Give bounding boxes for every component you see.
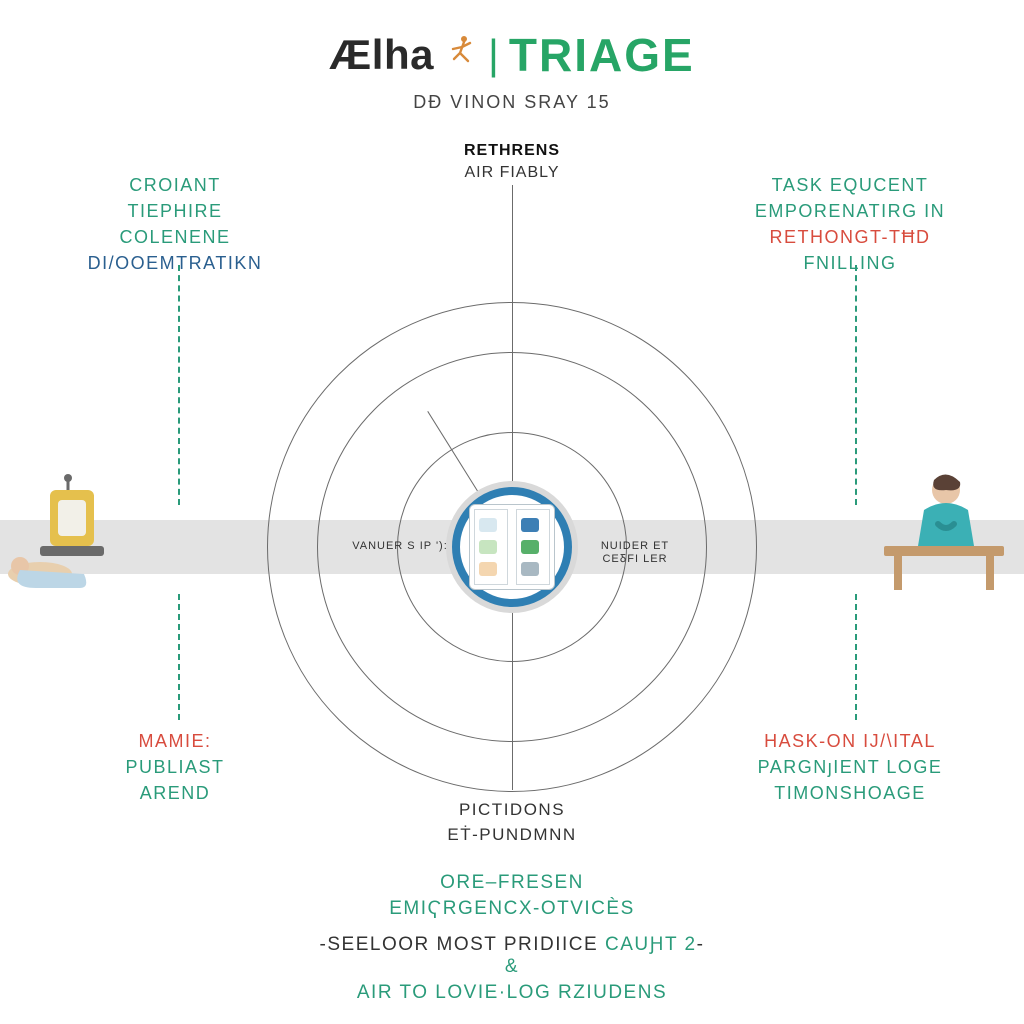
quadrant-line: COLENENE bbox=[60, 224, 290, 250]
illustration-right bbox=[864, 460, 1024, 600]
quadrant-line: TIEPHIRE bbox=[60, 198, 290, 224]
dashed-connector bbox=[855, 594, 857, 720]
inner-label-right-2: CEꝽFI LER bbox=[602, 553, 667, 565]
quadrant-line: HASK-ON IJ/\ITAL bbox=[735, 728, 965, 754]
footer-line-5: AIR TO LOVIE·LOG RZIUDENS bbox=[0, 982, 1024, 1004]
quadrant-bottom_left: MAMIE:PUBLIASTAREND bbox=[60, 728, 290, 806]
emblem-chip bbox=[479, 540, 497, 554]
dashed-connector bbox=[178, 594, 180, 720]
axis-bottom-2: EṪ-PUNDMNN bbox=[447, 825, 576, 844]
emblem-chip bbox=[479, 562, 497, 576]
axis-top-line2: AIR FIABLY bbox=[464, 164, 559, 181]
emblem-chip bbox=[479, 518, 497, 532]
quadrant-line: PUBLIAST bbox=[60, 754, 290, 780]
inner-label-right-1: NUIDER ET bbox=[601, 540, 669, 552]
quadrant-top_right: TASK EQUCENTEMPORENATIRG INRETHONGT-TĦDF… bbox=[735, 172, 965, 276]
quadrant-top_left: CROIANTTIEPHIRECOLENENEDI/OOEMTRATIKN bbox=[60, 172, 290, 276]
quadrant-line: CROIANT bbox=[60, 172, 290, 198]
quadrant-line: PARGNȷIENT LOGE bbox=[735, 754, 965, 780]
emblem-chip bbox=[521, 518, 539, 532]
logo-separator: | bbox=[488, 31, 499, 79]
emblem-chip bbox=[521, 540, 539, 554]
quadrant-line: MAMIE: bbox=[60, 728, 290, 754]
footer-line-1: ORE–FRESEN bbox=[0, 872, 1024, 894]
axis-top-line1: RETHRENS bbox=[464, 142, 560, 159]
logo-row: Ælha | TRIAGE bbox=[0, 28, 1024, 82]
dashed-connector bbox=[178, 265, 180, 505]
axis-bottom-label: PICTIDONS EṪ-PUNDMNN bbox=[0, 798, 1024, 847]
subtitle: DĐ VINON SRAY 15 bbox=[0, 92, 1024, 113]
emblem-chip bbox=[521, 562, 539, 576]
illustration-left bbox=[0, 470, 150, 600]
quadrant-line: DI/OOEMTRATIKN bbox=[60, 250, 290, 276]
quadrant-line: EMPORENATIRG IN bbox=[735, 198, 965, 224]
infographic-stage: Ælha | TRIAGE DĐ VINON SRAY 15 RETHRENS … bbox=[0, 0, 1024, 1024]
emblem-screens-icon bbox=[469, 504, 555, 590]
footer-line-3: -SEELOOR MOST PRIDIICE CAUԨT 2- bbox=[0, 930, 1024, 956]
footer-line-2: EMIҀRGENCX-OTVICÈS bbox=[0, 898, 1024, 920]
logo-right: TRIAGE bbox=[509, 28, 695, 82]
runner-icon bbox=[444, 33, 478, 78]
inner-label-right: NUIDER ET CEꝽFI LER bbox=[580, 540, 690, 566]
logo-left: Ælha bbox=[329, 31, 434, 79]
center-emblem bbox=[452, 487, 572, 607]
footer-amp: & bbox=[0, 956, 1024, 978]
dashed-connector bbox=[855, 265, 857, 505]
quadrant-line: RETHONGT-TĦD bbox=[735, 224, 965, 250]
inner-label-left: VANUER S IP '): bbox=[345, 540, 455, 553]
quadrant-line: FNILLING bbox=[735, 250, 965, 276]
quadrant-bottom_right: HASK-ON IJ/\ITALPARGNȷIENT LOGETIMONSHOA… bbox=[735, 728, 965, 806]
axis-bottom-1: PICTIDONS bbox=[459, 800, 565, 819]
quadrant-line: TASK EQUCENT bbox=[735, 172, 965, 198]
